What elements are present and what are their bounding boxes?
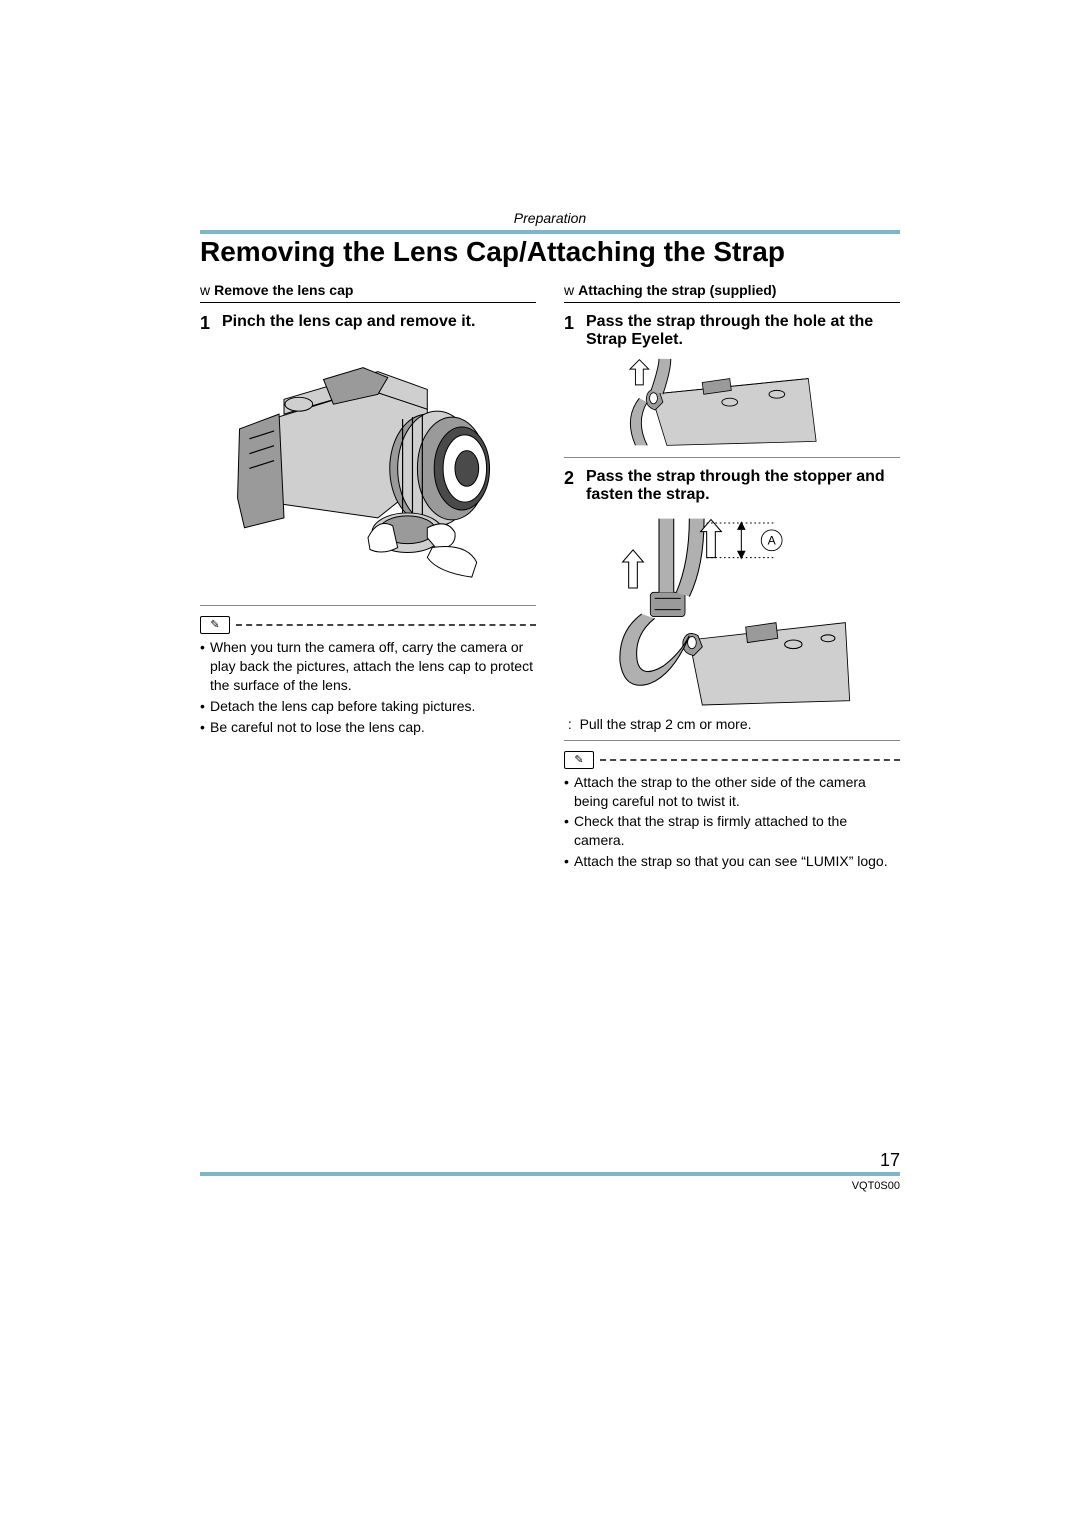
subhead-text: Attaching the strap (supplied) [578, 282, 776, 298]
divider [564, 457, 900, 458]
left-notes-list: When you turn the camera off, carry the … [200, 638, 536, 736]
note-divider: ✎ [564, 751, 900, 769]
step-number: 2 [564, 468, 578, 504]
note-item: Be careful not to lose the lens cap. [200, 718, 536, 737]
step-number: 1 [564, 313, 578, 349]
note-divider: ✎ [200, 616, 536, 634]
subhead-text: Remove the lens cap [214, 282, 353, 298]
right-notes-list: Attach the strap to the other side of th… [564, 773, 900, 871]
title-accent-bar [200, 230, 900, 234]
note-item: Attach the strap so that you can see “LU… [564, 852, 900, 871]
section-label: Preparation [200, 210, 900, 226]
step-number: 1 [200, 313, 214, 334]
right-column: w Attaching the strap (supplied) 1 Pass … [564, 282, 900, 873]
subhead-prefix: w [200, 282, 210, 298]
illustration-strap-stopper: A [594, 510, 854, 709]
left-subheading: w Remove the lens cap [200, 282, 536, 298]
doc-code: VQT0S00 [200, 1180, 900, 1192]
step-text: Pass the strap through the stopper and f… [586, 468, 900, 504]
content-columns: w Remove the lens cap 1 Pinch the lens c… [200, 282, 900, 873]
divider [200, 605, 536, 606]
step-text: Pinch the lens cap and remove it. [222, 313, 536, 334]
left-column: w Remove the lens cap 1 Pinch the lens c… [200, 282, 536, 873]
step-text: Pass the strap through the hole at the S… [586, 313, 900, 349]
subhead-prefix: w [564, 282, 574, 298]
right-step-2: 2 Pass the strap through the stopper and… [564, 468, 900, 504]
note-item: When you turn the camera off, carry the … [200, 638, 536, 695]
divider [564, 302, 900, 303]
divider [564, 740, 900, 741]
dash-line [236, 624, 536, 626]
note-item: Check that the strap is firmly attached … [564, 812, 900, 850]
right-subheading: w Attaching the strap (supplied) [564, 282, 900, 298]
note-item: Attach the strap to the other side of th… [564, 773, 900, 811]
annotation-text: Pull the strap 2 cm or more. [564, 716, 900, 732]
illustration-strap-eyelet [604, 355, 824, 449]
callout-label: A [768, 534, 777, 548]
note-item: Detach the lens cap before taking pictur… [200, 697, 536, 716]
note-icon: ✎ [564, 751, 594, 769]
divider [200, 302, 536, 303]
right-step-1: 1 Pass the strap through the hole at the… [564, 313, 900, 349]
left-step-1: 1 Pinch the lens cap and remove it. [200, 313, 536, 334]
page-number: 17 [200, 1150, 900, 1171]
illustration-lens-cap [200, 340, 536, 597]
note-icon: ✎ [200, 616, 230, 634]
manual-page: Preparation Removing the Lens Cap/Attach… [200, 210, 900, 873]
page-title: Removing the Lens Cap/Attaching the Stra… [200, 236, 900, 268]
footer-rule [200, 1172, 900, 1176]
dash-line [600, 759, 900, 761]
